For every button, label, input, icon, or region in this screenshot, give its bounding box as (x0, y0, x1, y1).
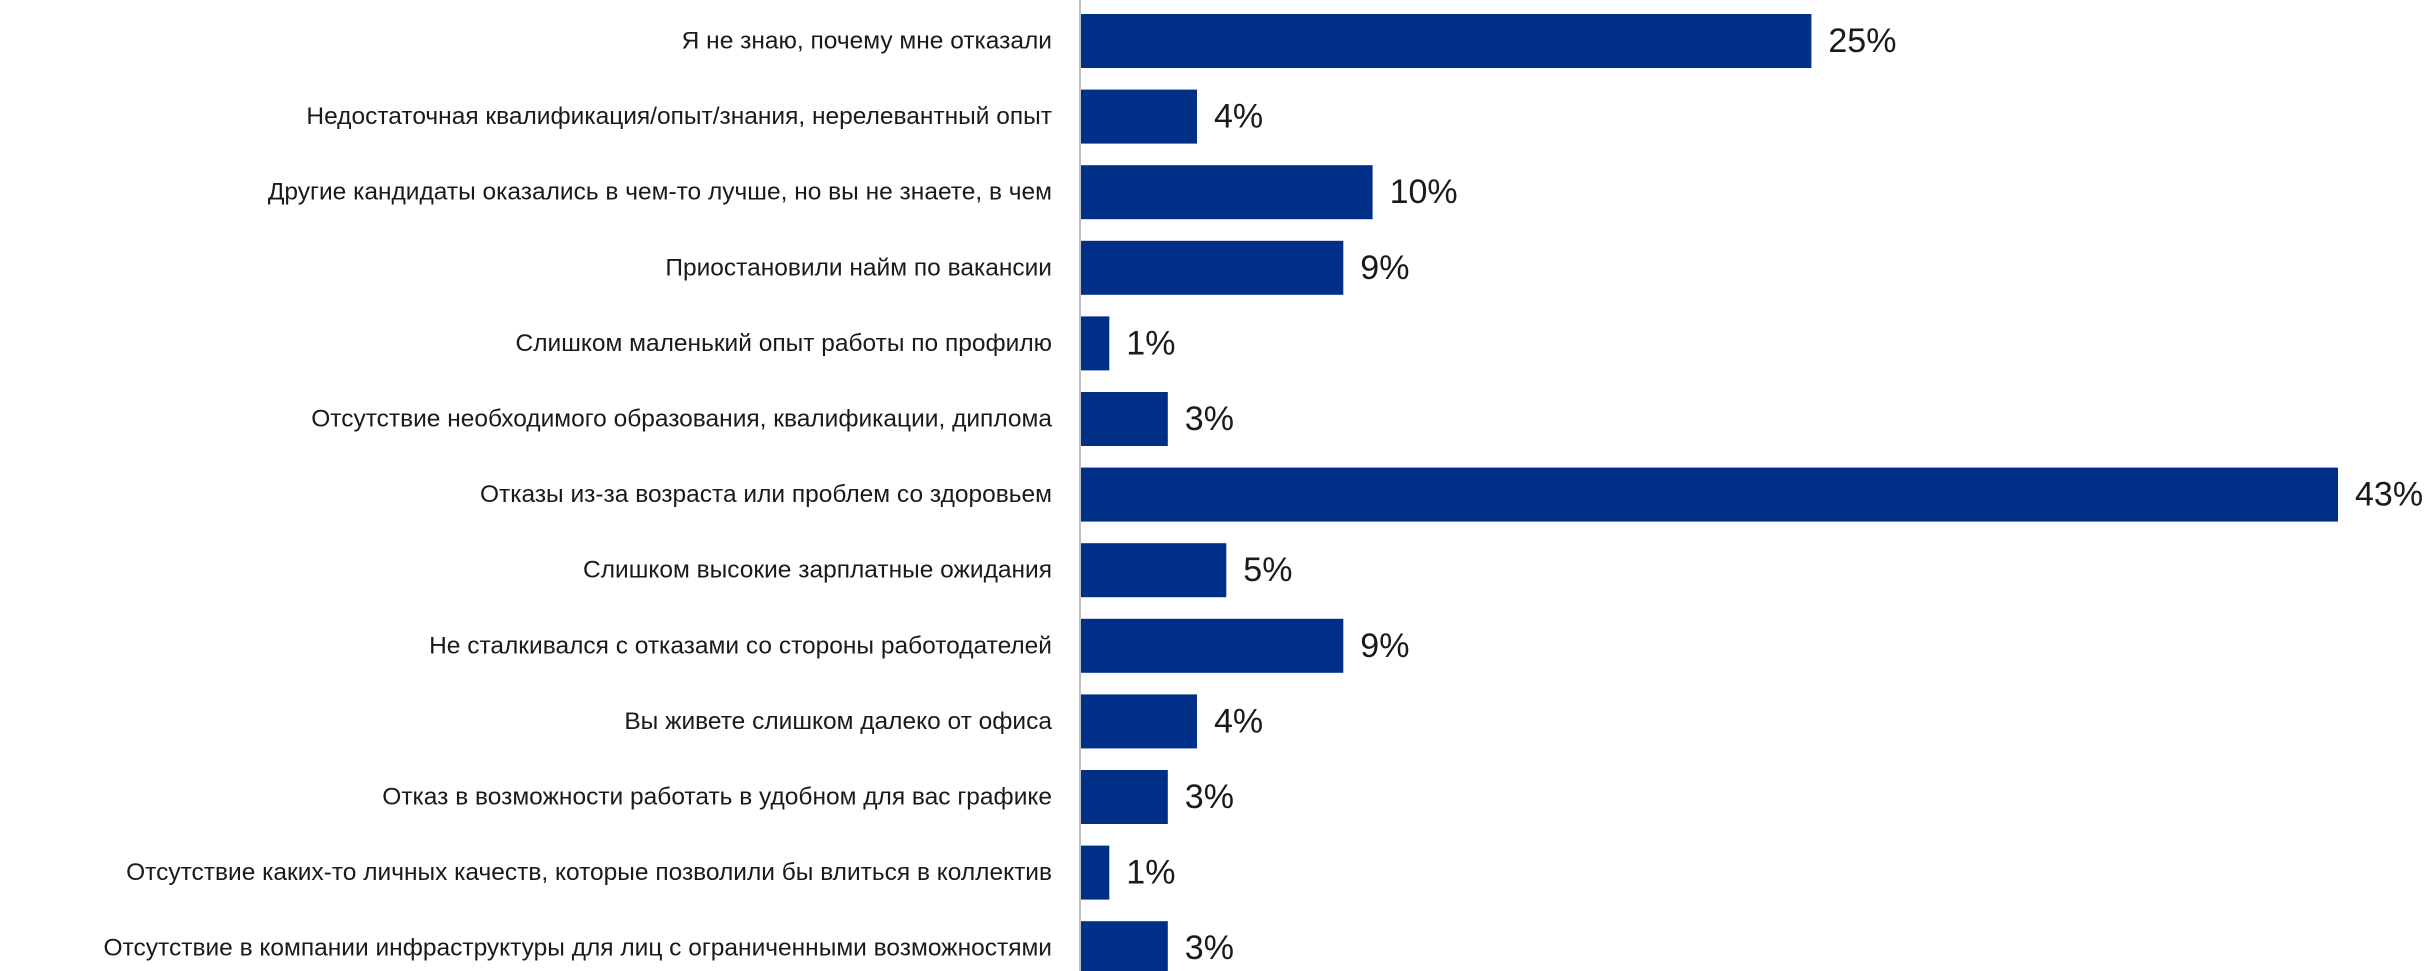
bar-2 (1080, 165, 1373, 220)
value-label-9: 4% (1214, 702, 1263, 740)
category-label-1: Недостаточная квалификация/опыт/знания, … (306, 103, 1052, 130)
bar-11 (1080, 845, 1110, 900)
value-label-3: 9% (1360, 249, 1409, 287)
value-label-8: 9% (1360, 627, 1409, 665)
bar-7 (1080, 543, 1227, 598)
bar-6 (1080, 467, 2338, 522)
bar-0 (1080, 14, 1812, 68)
bar-1 (1080, 89, 1197, 144)
value-label-1: 4% (1214, 98, 1263, 136)
bar-5 (1080, 392, 1168, 446)
bar-9 (1080, 694, 1197, 749)
value-label-5: 3% (1185, 400, 1234, 438)
category-label-7: Слишком высокие зарплатные ожидания (583, 557, 1052, 584)
labels-layer: Я не знаю, почему мне отказали 25% Недоста… (104, 22, 2424, 967)
bar-3 (1080, 240, 1344, 295)
value-label-4: 1% (1126, 324, 1175, 362)
category-label-10: Отказ в возможности работать в удобном д… (382, 784, 1052, 811)
value-label-11: 1% (1126, 854, 1175, 892)
value-label-10: 3% (1185, 778, 1234, 816)
bar-12 (1080, 921, 1168, 971)
category-label-5: Отсутствие необходимого образования, ква… (311, 406, 1052, 433)
bar-8 (1080, 618, 1344, 673)
value-label-12: 3% (1185, 929, 1234, 967)
value-label-6: 43% (2355, 476, 2423, 514)
value-label-2: 10% (1390, 173, 1458, 211)
category-label-4: Слишком маленький опыт работы по профилю (516, 330, 1052, 357)
bar-10 (1080, 770, 1168, 824)
bar-4 (1080, 316, 1110, 371)
category-label-6: Отказы из-за возраста или проблем со здо… (480, 481, 1052, 508)
category-label-12: Отсутствие в компании инфраструктуры для… (104, 935, 1052, 962)
category-label-3: Приостановили найм по вакансии (665, 254, 1052, 281)
value-label-7: 5% (1243, 551, 1292, 589)
category-label-0: Я не знаю, почему мне отказали (682, 28, 1052, 55)
category-label-11: Отсутствие каких-то личных качеств, кото… (126, 859, 1052, 886)
category-label-2: Другие кандидаты оказались в чем-то лучш… (268, 179, 1052, 206)
category-label-8: Не сталкивался с отказами со стороны раб… (429, 632, 1052, 659)
value-label-0: 25% (1828, 22, 1896, 60)
bars-layer (1080, 14, 2338, 971)
category-label-9: Вы живете слишком далеко от офиса (624, 708, 1052, 735)
